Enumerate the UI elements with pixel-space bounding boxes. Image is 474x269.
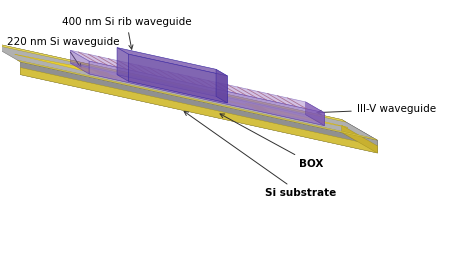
Polygon shape bbox=[0, 41, 346, 122]
Polygon shape bbox=[342, 125, 377, 153]
Text: 400 nm Si rib waveguide: 400 nm Si rib waveguide bbox=[62, 17, 191, 49]
Polygon shape bbox=[20, 62, 377, 153]
Polygon shape bbox=[111, 75, 251, 107]
Polygon shape bbox=[216, 69, 228, 103]
Polygon shape bbox=[89, 61, 324, 126]
Polygon shape bbox=[117, 48, 128, 81]
Polygon shape bbox=[342, 119, 377, 153]
Polygon shape bbox=[17, 60, 377, 140]
Text: BOX: BOX bbox=[220, 114, 324, 169]
Text: Si substrate: Si substrate bbox=[184, 111, 336, 198]
Polygon shape bbox=[20, 68, 377, 153]
Text: 220 nm Si waveguide: 220 nm Si waveguide bbox=[8, 37, 120, 68]
Polygon shape bbox=[15, 54, 118, 79]
Polygon shape bbox=[245, 103, 348, 128]
Polygon shape bbox=[0, 41, 377, 140]
Polygon shape bbox=[128, 54, 228, 103]
Polygon shape bbox=[117, 75, 228, 103]
Polygon shape bbox=[70, 50, 89, 74]
Polygon shape bbox=[306, 102, 324, 126]
Polygon shape bbox=[70, 50, 324, 113]
Polygon shape bbox=[117, 48, 216, 96]
Polygon shape bbox=[117, 48, 228, 76]
Text: III-V waveguide: III-V waveguide bbox=[317, 104, 436, 115]
Polygon shape bbox=[70, 63, 324, 126]
